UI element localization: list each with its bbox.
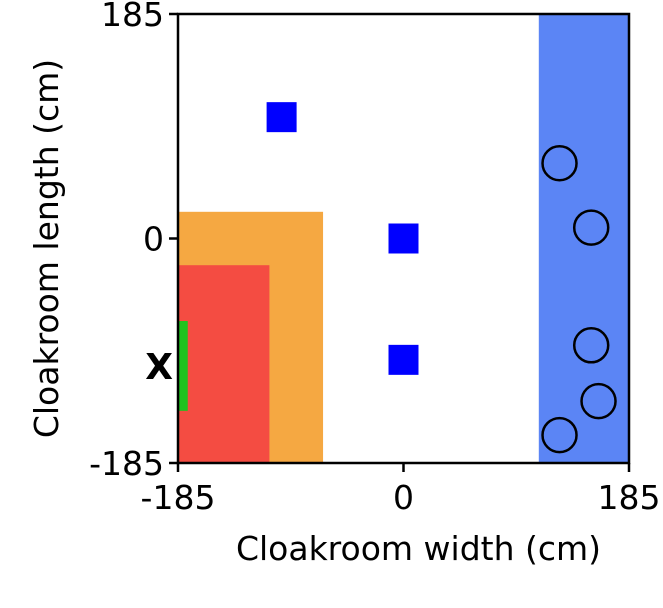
square-marker-3 xyxy=(388,344,419,375)
red-region xyxy=(178,265,270,463)
circle-marker-3 xyxy=(572,327,610,364)
y-tick-label-3: 185 xyxy=(101,0,164,34)
square-marker-1 xyxy=(266,102,297,133)
squares-layer xyxy=(266,102,419,375)
circle-marker-4 xyxy=(580,382,617,420)
y-axis-ticks: -185 0 185 xyxy=(89,0,178,483)
x-tick-label-1: -185 xyxy=(141,478,216,517)
circle-marker-1 xyxy=(541,145,578,182)
x-tick-label-2: 0 xyxy=(393,478,414,517)
x-axis-ticks: -185 0 185 xyxy=(141,463,661,517)
x-tick-label-3: 185 xyxy=(598,478,661,517)
circle-marker-2 xyxy=(572,209,610,246)
y-tick-label-2: 0 xyxy=(143,220,164,259)
blue-region xyxy=(538,14,629,463)
circle-marker-5 xyxy=(541,416,578,454)
x-axis-label: Cloakroom width (cm) xyxy=(236,529,601,568)
y-axis-label: Cloakroom length (cm) xyxy=(27,59,66,438)
green-strip xyxy=(178,321,188,411)
regions-layer xyxy=(178,14,629,463)
marker-x-label: X xyxy=(145,347,173,388)
circles-layer xyxy=(541,145,617,454)
square-marker-2 xyxy=(388,223,419,254)
y-tick-label-1: -185 xyxy=(89,444,164,483)
